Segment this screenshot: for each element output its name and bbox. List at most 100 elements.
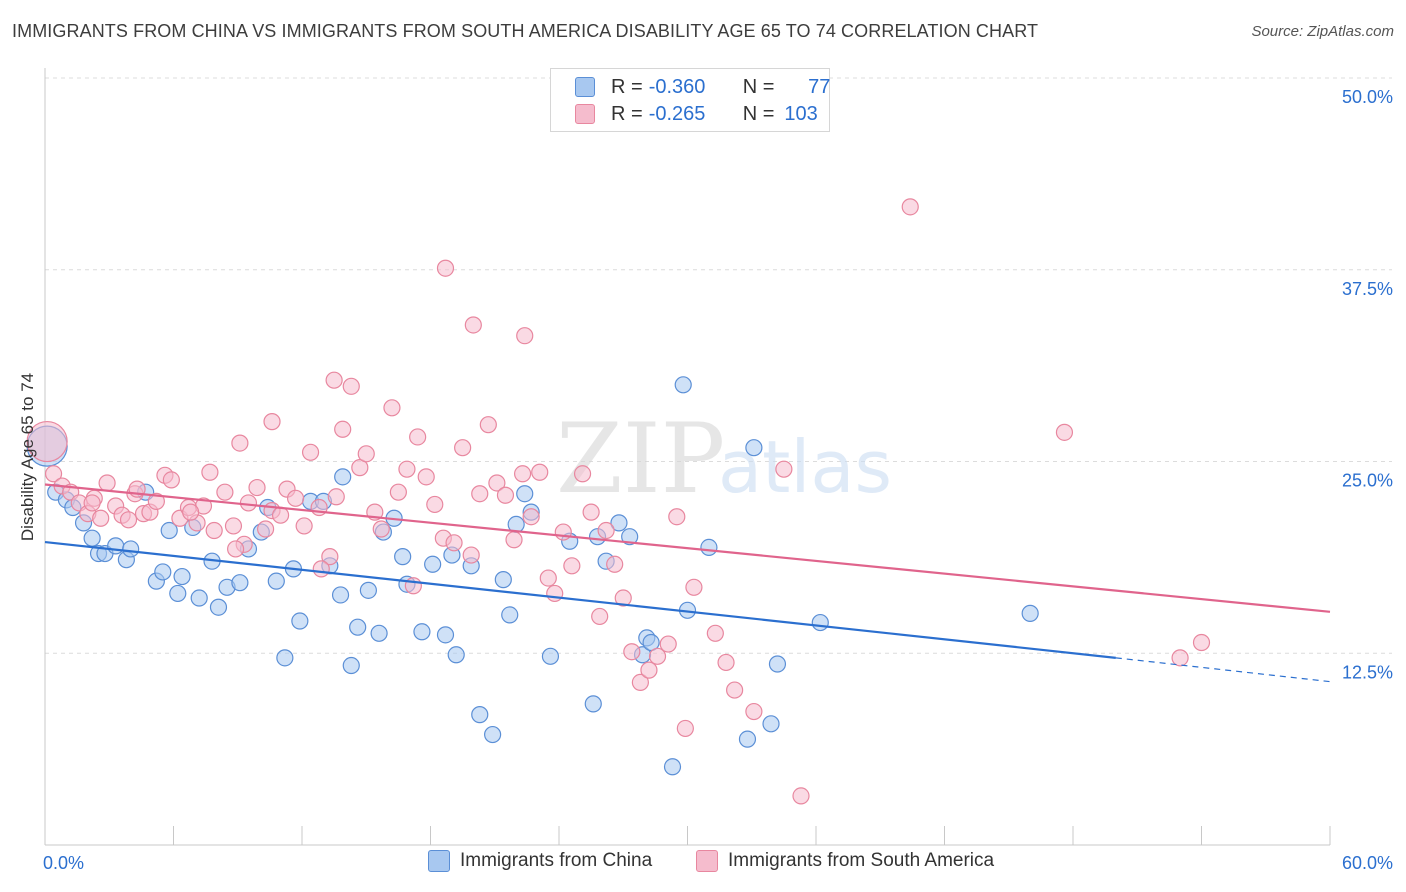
south-america-point [351,459,369,477]
gridlines [45,77,1392,654]
china-point [674,376,692,394]
south-america-point [256,520,275,538]
china-point [413,623,431,641]
r-label: R = [611,102,643,125]
south-america-point [404,577,422,595]
china-point [394,548,412,566]
china-point [107,537,125,555]
n-value: 103 [784,102,818,125]
south-america-point [685,578,703,596]
south-america-point [301,443,320,461]
south-america-point [640,661,658,679]
south-america-point [775,460,793,478]
china-swatch [575,77,595,97]
china-point [160,521,178,540]
south-america-point [479,416,497,434]
china-point [169,584,187,603]
south-america-point [334,420,352,438]
south-america-point [383,399,401,417]
china-point [642,633,660,652]
south-america-point [591,607,609,626]
legend-item-south-america[interactable]: Immigrants from South America [696,850,994,872]
south-america-trend-line [44,483,1331,613]
china-point [190,589,208,607]
legend-label-china: Immigrants from China [460,850,653,871]
south-america-point [327,488,345,506]
south-america-point [597,521,615,540]
legend-item-china[interactable]: Immigrants from China [428,850,652,872]
south-america-point [706,624,724,642]
south-america-point [606,555,624,573]
china-point [359,581,377,599]
south-america-point [342,377,360,395]
south-america-point [726,681,744,699]
china-point [471,706,489,724]
south-america-point [98,474,116,492]
south-america-point [631,673,649,691]
chart-title: IMMIGRANTS FROM CHINA VS IMMIGRANTS FROM… [12,21,1039,41]
south-america-point [1055,423,1074,441]
legend-label-south-america: Immigrants from South America [728,850,995,871]
china-point [209,598,228,616]
china-point [1021,604,1039,622]
china-point [154,563,172,581]
south-america-point [263,413,281,431]
x-tick-label-min: 0.0% [43,853,84,873]
south-america-point [83,494,101,512]
south-america-point [295,517,313,535]
south-america-point [454,439,472,457]
south-america-point [205,521,223,540]
china-point [267,572,285,590]
south-america-point [417,468,435,486]
r-value: -0.265 [648,102,706,125]
y-tick-label: 25.0% [1342,471,1393,491]
south-america-point [201,463,219,481]
south-america-point [357,445,375,463]
correlation-legend: R = -0.360 N = 77 R = -0.265 N = 103 [550,68,830,132]
legend-row-china: R = -0.360 N = 77 [575,75,830,99]
legend-row-south-america: R = -0.265 N = 103 [575,102,830,126]
china-point [231,574,249,592]
china-point [334,468,352,486]
south-america-point [496,486,515,504]
south-america-point [248,478,266,497]
south-america-point [231,434,249,452]
south-america-point [1192,633,1211,652]
south-america-point [389,483,407,501]
south-america-point [227,540,245,558]
china-point [122,540,140,558]
china-point [436,626,455,644]
south-america-point [516,327,534,345]
china-point [370,624,388,642]
south-america-point [162,471,180,489]
china-point [342,656,360,675]
china-point [811,613,829,632]
china-point [424,555,442,573]
south-america-point [582,503,600,521]
china-point [484,725,502,744]
south-america-point [224,517,243,535]
r-value: -0.360 [648,75,706,98]
south-america-point [554,523,572,541]
south-america-point [409,428,427,446]
south-america-point [286,489,305,507]
south-america-point [539,569,557,587]
south-america-points [26,198,1211,805]
south-america-point [614,589,632,607]
watermark-zip: ZIP [556,403,725,515]
south-america-point [471,485,489,503]
south-america-point [398,460,416,478]
south-america-point [513,465,532,483]
china-point [349,618,367,636]
south-america-point [901,198,919,216]
south-america-point [573,465,592,483]
china-trend-line [44,540,1116,659]
south-america-point [531,463,549,481]
south-america-point [464,316,482,334]
china-point [501,606,519,624]
china-point [331,586,350,604]
south-america-point [271,506,290,524]
china-point [768,655,787,673]
